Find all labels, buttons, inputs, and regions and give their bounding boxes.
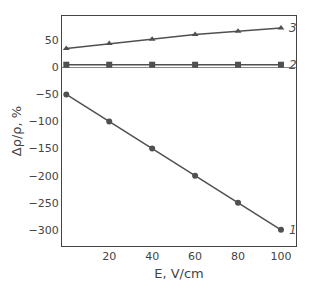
svg-text:−300: −300: [29, 224, 59, 237]
svg-text:−200: −200: [29, 170, 59, 183]
svg-text:50: 50: [45, 34, 59, 47]
svg-text:−50: −50: [36, 88, 59, 101]
svg-text:−250: −250: [29, 197, 59, 210]
svg-text:40: 40: [145, 250, 159, 263]
svg-text:−100: −100: [29, 115, 59, 128]
svg-text:2: 2: [289, 58, 297, 72]
svg-text:100: 100: [270, 250, 291, 263]
svg-text:1: 1: [289, 223, 297, 237]
svg-text:−150: −150: [29, 142, 59, 155]
svg-text:60: 60: [188, 250, 202, 263]
svg-text:0: 0: [52, 61, 59, 74]
svg-text:3: 3: [289, 21, 297, 35]
svg-text:Δρ/ρ, %: Δρ/ρ, %: [9, 106, 24, 156]
svg-text:20: 20: [102, 250, 116, 263]
svg-text:E, V/cm: E, V/cm: [154, 266, 204, 281]
svg-text:80: 80: [231, 250, 245, 263]
